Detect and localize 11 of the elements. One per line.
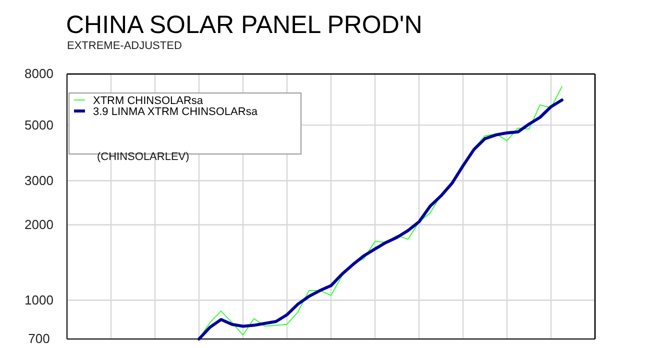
y-tick-label: 1000 — [24, 292, 54, 308]
y-tick-label: 8000 — [24, 66, 54, 82]
y-tick-label: 2000 — [24, 216, 54, 232]
legend-label: XTRM CHINSOLARsa — [93, 95, 204, 107]
y-tick-label: 700 — [28, 331, 50, 346]
legend-label: 3.9 LINMA XTRM CHINSOLARsa — [93, 106, 258, 118]
chart-title: CHINA SOLAR PANEL PROD'N — [66, 11, 422, 39]
y-tick-label: 3000 — [24, 172, 54, 188]
annotation: (CHINSOLARLEV) — [97, 151, 190, 163]
chart-subtitle: EXTREME-ADJUSTED — [67, 40, 182, 52]
y-tick-label: 5000 — [24, 117, 54, 132]
